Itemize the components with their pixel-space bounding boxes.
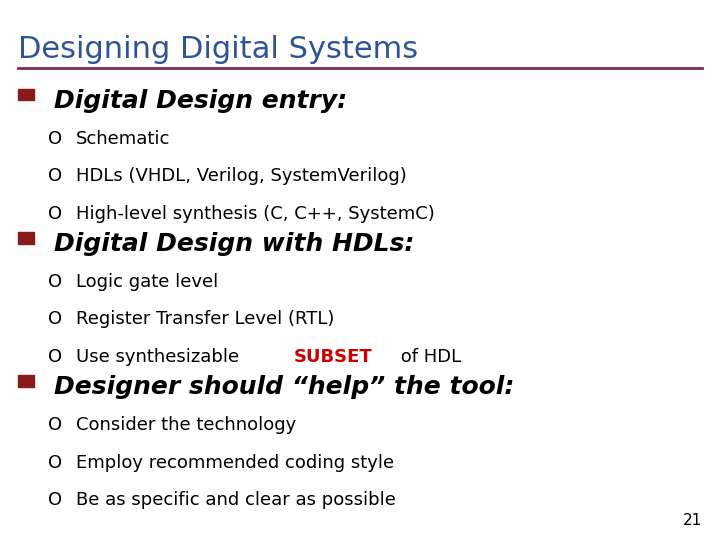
Text: O: O: [48, 348, 63, 366]
Text: O: O: [48, 310, 63, 328]
Text: High-level synthesis (C, C++, SystemC): High-level synthesis (C, C++, SystemC): [76, 205, 434, 223]
Text: O: O: [48, 130, 63, 147]
Text: O: O: [48, 167, 63, 185]
Text: SUBSET: SUBSET: [294, 348, 372, 366]
Text: Consider the technology: Consider the technology: [76, 416, 296, 434]
Text: Register Transfer Level (RTL): Register Transfer Level (RTL): [76, 310, 334, 328]
Text: O: O: [48, 205, 63, 223]
Text: Designing Digital Systems: Designing Digital Systems: [18, 35, 418, 64]
Text: Designer should “help” the tool:: Designer should “help” the tool:: [54, 375, 514, 399]
Text: of HDL: of HDL: [395, 348, 462, 366]
Text: Be as specific and clear as possible: Be as specific and clear as possible: [76, 491, 395, 509]
Text: HDLs (VHDL, Verilog, SystemVerilog): HDLs (VHDL, Verilog, SystemVerilog): [76, 167, 406, 185]
Text: Digital Design entry:: Digital Design entry:: [54, 89, 347, 113]
Text: Use synthesizable: Use synthesizable: [76, 348, 245, 366]
Text: O: O: [48, 273, 63, 291]
Text: Schematic: Schematic: [76, 130, 170, 147]
Text: Employ recommended coding style: Employ recommended coding style: [76, 454, 394, 471]
Bar: [18, 232, 34, 244]
Text: Digital Design with HDLs:: Digital Design with HDLs:: [54, 232, 415, 256]
Bar: [18, 375, 34, 387]
Text: O: O: [48, 491, 63, 509]
Text: Logic gate level: Logic gate level: [76, 273, 218, 291]
Text: O: O: [48, 416, 63, 434]
Text: O: O: [48, 454, 63, 471]
Text: 21: 21: [683, 513, 702, 528]
Bar: [18, 89, 34, 100]
